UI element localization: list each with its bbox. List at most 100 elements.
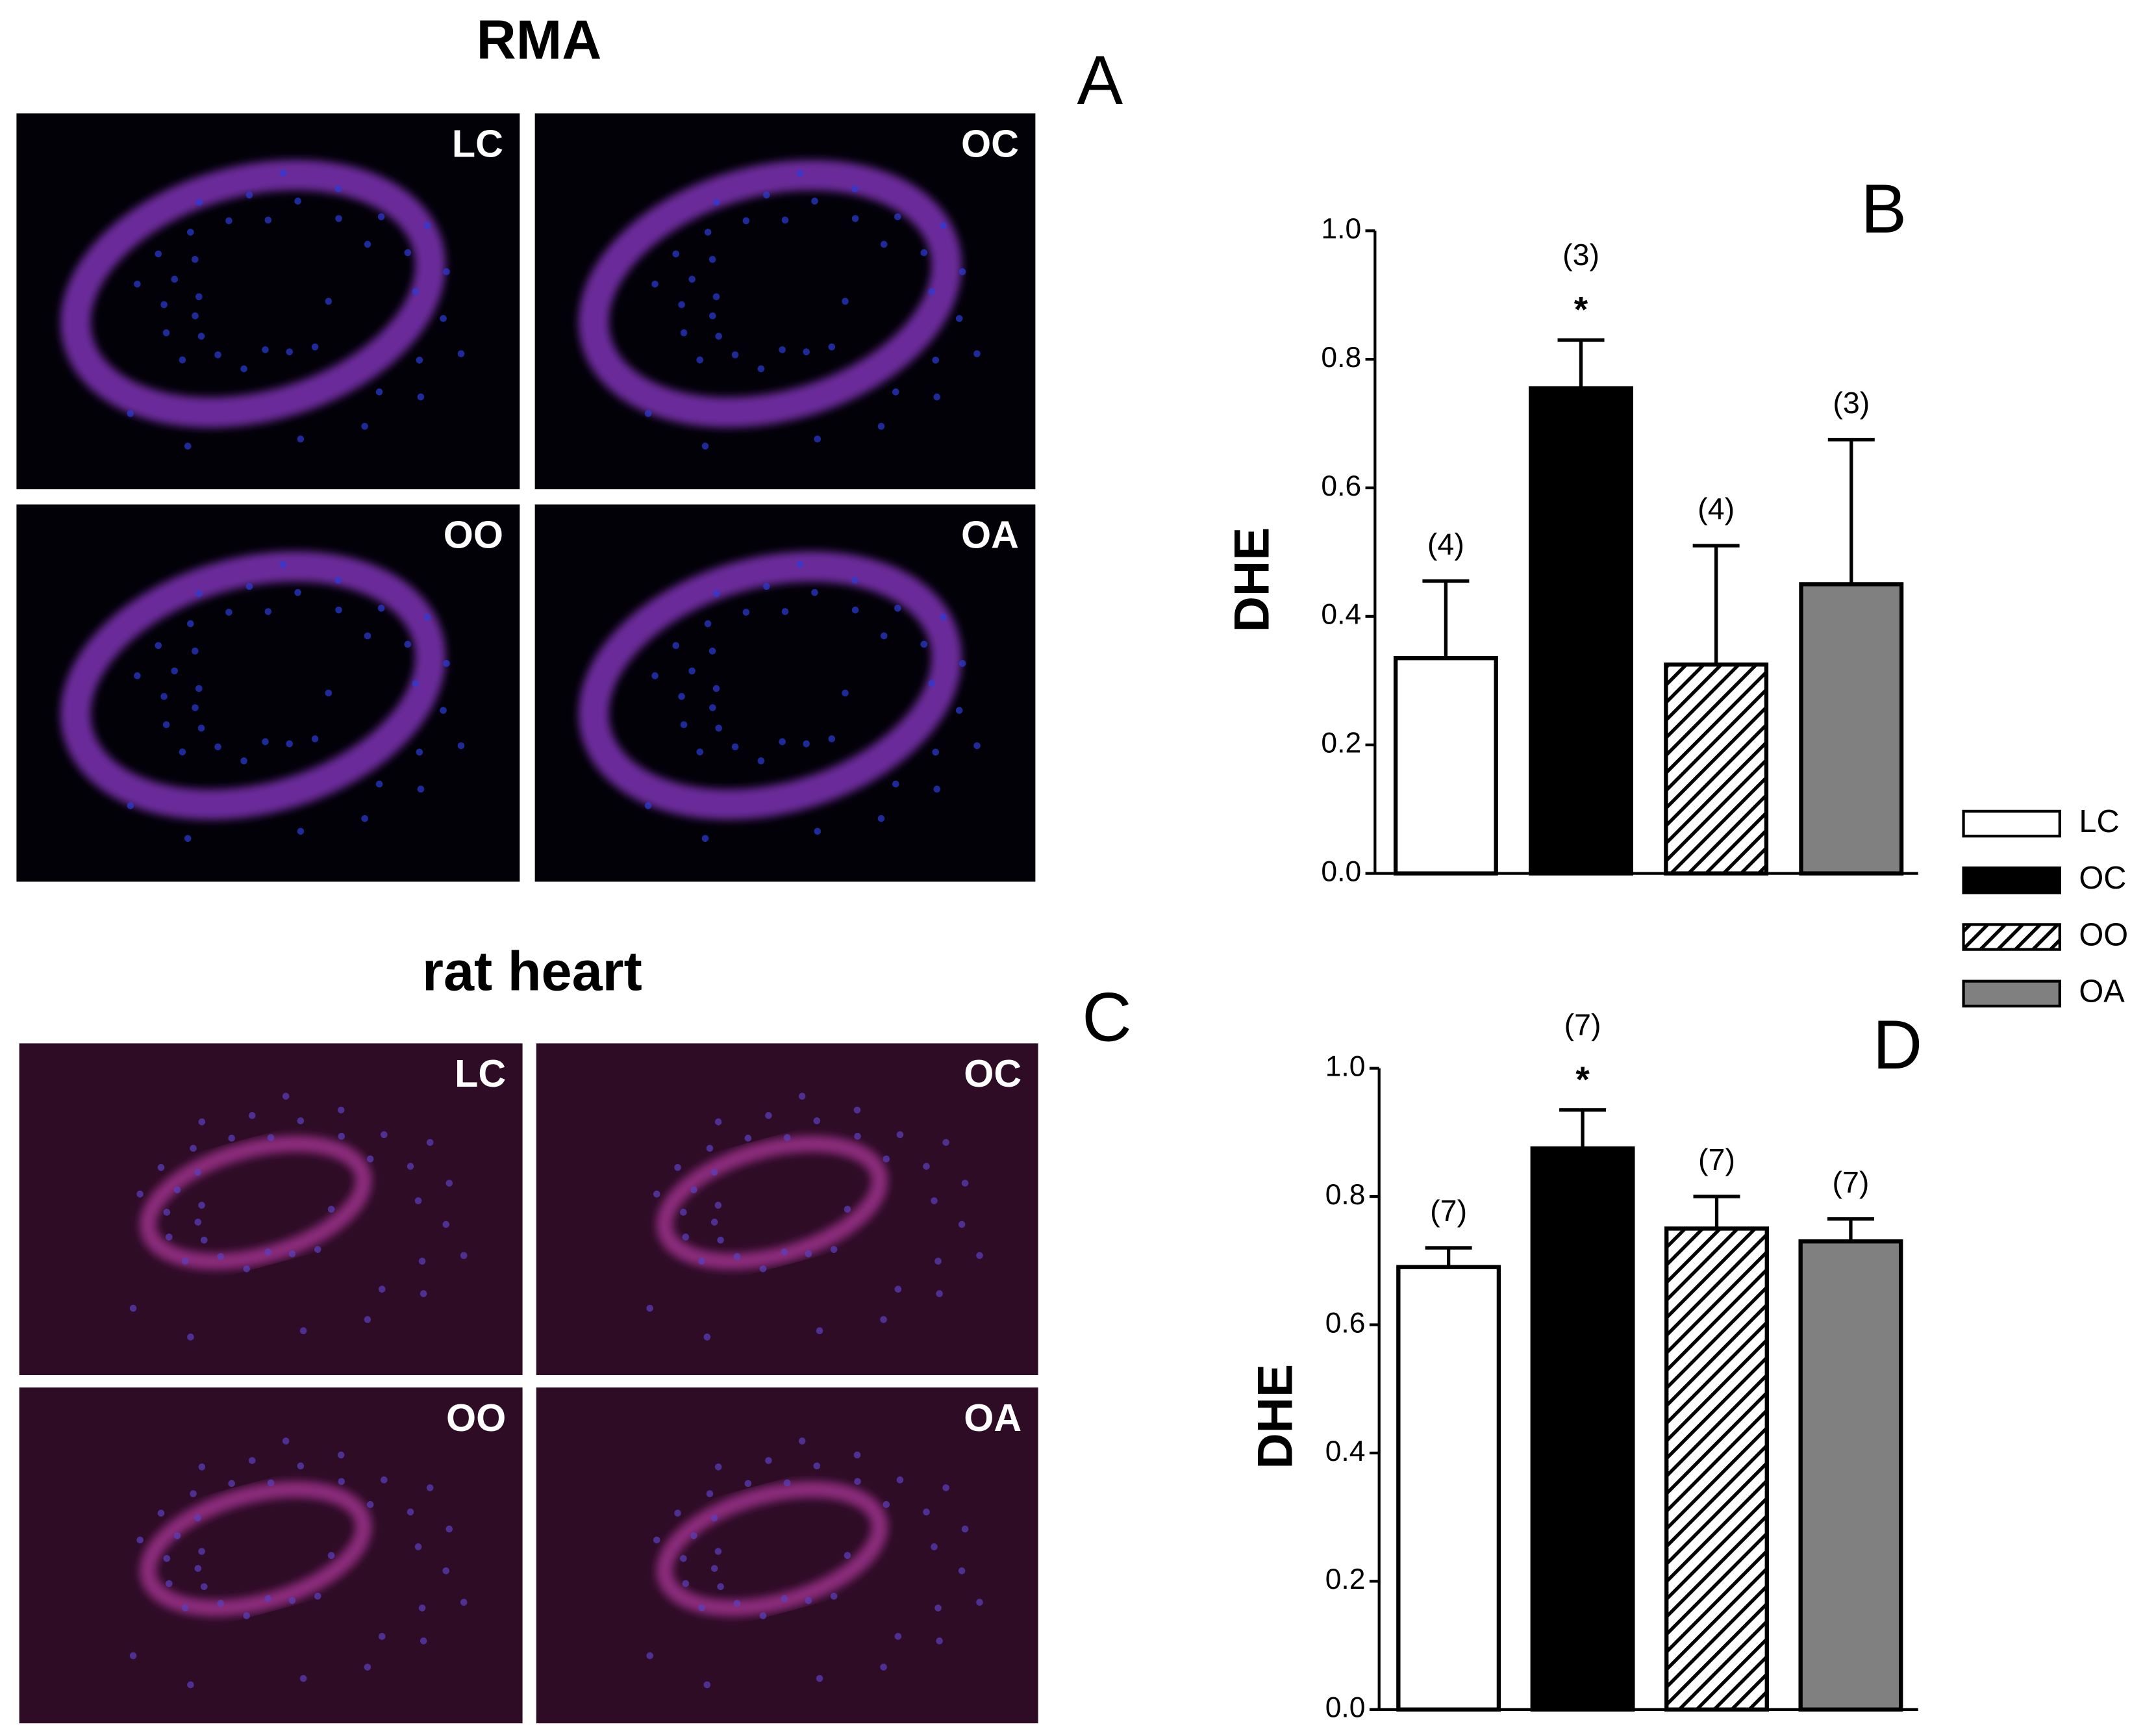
nucleus	[920, 640, 928, 648]
nucleus	[198, 1548, 205, 1555]
nucleus	[157, 1510, 165, 1517]
nucleus	[701, 835, 709, 842]
nucleus	[958, 1221, 966, 1228]
nucleus	[197, 333, 205, 340]
nucleus	[883, 1500, 890, 1508]
nucleus	[426, 1139, 434, 1146]
nucleus	[155, 250, 162, 258]
nucleus	[361, 815, 368, 822]
nucleus	[426, 1484, 434, 1491]
bar	[1799, 582, 1904, 876]
micrograph: OC	[534, 113, 1036, 490]
nucleus	[712, 293, 720, 301]
nucleus	[335, 215, 342, 222]
nucleus	[688, 275, 696, 283]
nucleus	[337, 1106, 345, 1114]
nucleus	[414, 1543, 422, 1550]
nucleus	[225, 609, 232, 616]
y-tick-label: 0.2	[1321, 727, 1361, 759]
nucleus	[440, 707, 447, 714]
y-tick-label: 0.2	[1325, 1563, 1366, 1595]
nucleus	[798, 1437, 806, 1445]
nucleus	[672, 250, 680, 258]
nucleus	[179, 748, 186, 755]
n-label: (7)	[1564, 1007, 1601, 1041]
micrograph: LC	[19, 1043, 523, 1375]
nucleus	[420, 1637, 427, 1645]
nucleus	[248, 1457, 256, 1464]
nucleus	[192, 647, 199, 655]
nucleus	[644, 410, 652, 417]
nucleus	[682, 1233, 690, 1241]
nucleus	[781, 608, 789, 615]
nucleus	[157, 1163, 165, 1171]
panel-letter: D	[1873, 1007, 1922, 1083]
nucleus	[798, 1093, 806, 1100]
nucleus	[311, 735, 319, 742]
nucleus	[680, 329, 688, 336]
nucleus	[877, 422, 885, 430]
nucleus	[959, 660, 966, 667]
nucleus	[828, 343, 836, 351]
nucleus	[299, 1327, 307, 1335]
nucleus	[757, 365, 765, 373]
nucleus	[423, 613, 431, 621]
nucleus	[744, 1480, 752, 1487]
nucleus	[894, 605, 901, 612]
nucleus	[136, 1536, 144, 1544]
nucleus	[651, 280, 658, 288]
nucleus	[651, 672, 658, 679]
nucleus	[279, 170, 287, 177]
nucleus	[894, 213, 901, 221]
legend-label: OC	[2079, 861, 2126, 896]
micrograph: OO	[19, 1387, 523, 1724]
nucleus	[714, 1548, 722, 1555]
nucleus	[814, 435, 821, 443]
nucleus	[816, 1675, 823, 1682]
nucleus	[896, 1476, 904, 1484]
nucleus	[680, 1554, 687, 1562]
nucleus	[717, 1236, 724, 1244]
nucleus	[646, 1304, 654, 1312]
nucleus	[190, 1490, 197, 1497]
nucleus	[338, 1132, 345, 1140]
nucleus	[243, 1612, 251, 1619]
nucleus	[955, 315, 963, 322]
nucleus	[942, 1484, 949, 1491]
panel-title: rat heart	[422, 940, 642, 1002]
nucleus	[880, 240, 888, 248]
nucleus	[961, 1180, 969, 1187]
nucleus	[706, 1490, 714, 1497]
nucleus	[708, 256, 716, 263]
nucleus	[288, 1597, 296, 1604]
nucleus	[644, 802, 652, 809]
nucleus	[763, 583, 770, 590]
micrograph: OA	[534, 504, 1036, 882]
nucleus	[653, 1190, 660, 1198]
nucleus	[420, 1290, 427, 1297]
bar	[1530, 1146, 1635, 1712]
nucleus	[377, 213, 385, 221]
nucleus	[714, 1463, 722, 1471]
nucleus	[194, 1219, 202, 1226]
nucleus	[830, 1246, 838, 1253]
nucleus	[713, 590, 720, 598]
nucleus	[375, 780, 383, 788]
nucleus	[805, 1597, 812, 1604]
nucleus	[327, 1552, 335, 1559]
nucleus	[779, 346, 786, 353]
nucleus	[379, 1285, 386, 1293]
image-label: OC	[961, 121, 1019, 165]
nucleus	[928, 288, 936, 296]
nucleus	[892, 780, 899, 788]
nucleus	[701, 442, 709, 450]
bar	[1393, 656, 1498, 876]
nucleus	[757, 757, 765, 765]
nucleus	[958, 1567, 966, 1575]
nucleus	[325, 297, 332, 305]
nucleus	[187, 229, 194, 236]
nucleus	[192, 312, 199, 320]
legend-label: OO	[2079, 917, 2128, 952]
nucleus	[457, 350, 465, 357]
nucleus	[240, 757, 247, 765]
